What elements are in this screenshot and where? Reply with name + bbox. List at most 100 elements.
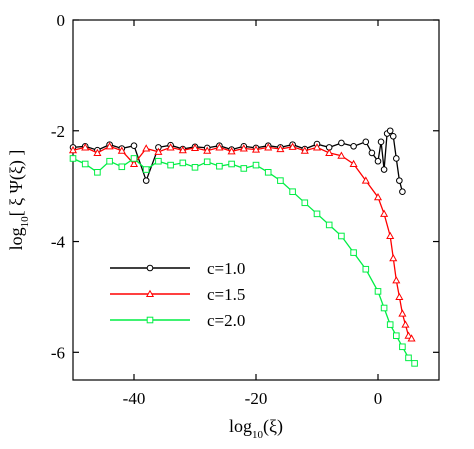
data-point	[404, 331, 413, 339]
data-point	[386, 127, 394, 135]
data-point	[216, 162, 223, 170]
legend-marker	[146, 316, 154, 324]
data-point	[142, 177, 150, 184]
y-tick-label: -4	[51, 233, 66, 252]
data-point	[312, 143, 322, 151]
data-point	[393, 155, 400, 162]
data-point	[377, 138, 385, 146]
legend-entry: c=1.5	[110, 285, 245, 304]
data-point	[130, 155, 138, 162]
data-point	[81, 160, 89, 168]
data-point	[386, 231, 395, 240]
data-point	[190, 143, 200, 151]
data-point	[407, 334, 416, 342]
legend-entry: c=1.0	[110, 259, 245, 278]
data-point	[386, 321, 394, 328]
data-point	[179, 159, 187, 167]
data-point	[361, 176, 370, 184]
data-point	[405, 354, 412, 362]
data-point	[362, 138, 370, 146]
data-point	[325, 221, 333, 229]
data-point	[325, 148, 334, 156]
data-point	[411, 360, 418, 367]
data-point	[380, 166, 388, 173]
data-point	[380, 209, 389, 217]
data-point	[69, 155, 77, 162]
data-point	[349, 159, 358, 168]
data-point	[337, 151, 346, 159]
data-point	[252, 161, 260, 169]
data-point	[300, 146, 309, 154]
legend-label: c=1.0	[207, 259, 245, 278]
data-point	[130, 142, 138, 150]
legend-entry: c=2.0	[110, 311, 245, 330]
plot-frame	[72, 19, 440, 381]
data-point	[362, 265, 370, 273]
legend-label: c=2.0	[207, 311, 245, 330]
data-point	[392, 276, 401, 284]
y-tick-label: -6	[51, 343, 65, 362]
data-point	[93, 148, 102, 156]
data-point	[227, 147, 236, 155]
x-tick-label: 0	[374, 389, 383, 408]
data-point	[154, 147, 163, 155]
legend-marker	[145, 289, 155, 298]
data-point	[106, 157, 113, 165]
data-point	[288, 142, 297, 150]
data-point	[338, 232, 345, 240]
data-point	[395, 292, 404, 300]
data-point	[373, 193, 383, 201]
data-point	[251, 145, 261, 153]
data-point	[368, 149, 376, 157]
series-line	[72, 145, 413, 339]
legend-label: c=1.5	[207, 285, 245, 304]
data-point	[389, 253, 398, 262]
data-point	[239, 144, 248, 152]
data-point	[399, 343, 406, 351]
data-point	[240, 165, 248, 172]
data-point	[105, 142, 114, 150]
series-c=1.0	[69, 127, 406, 195]
x-tick-label: -40	[123, 389, 146, 408]
data-point	[215, 143, 224, 151]
legend-marker	[146, 264, 154, 272]
data-point	[350, 142, 357, 150]
x-axis-label: log10(ξ)	[229, 416, 283, 441]
data-point	[228, 160, 235, 168]
data-point	[203, 146, 212, 154]
y-tick-label: 0	[57, 11, 66, 30]
data-point	[167, 161, 174, 169]
data-point	[374, 288, 382, 295]
data-point	[94, 169, 101, 176]
data-point	[68, 145, 78, 154]
data-layer	[68, 127, 418, 367]
data-point	[178, 145, 187, 154]
data-point	[81, 143, 90, 151]
data-point	[277, 177, 284, 184]
y-axis-label: log10[ ξ Ψ(ξ) ]	[6, 150, 31, 251]
data-point	[118, 163, 126, 171]
legend: c=1.0 c=1.5 c=2.0	[110, 259, 245, 330]
data-point	[276, 144, 285, 153]
data-point	[142, 166, 150, 173]
data-point	[142, 144, 151, 152]
data-point	[380, 304, 388, 312]
data-point	[398, 309, 407, 317]
data-point	[313, 210, 321, 218]
data-point	[301, 199, 309, 207]
data-point	[350, 249, 357, 256]
data-point	[338, 139, 345, 147]
series-c=2.0	[69, 155, 418, 367]
y-tick-label: -2	[51, 122, 65, 141]
data-point	[401, 320, 410, 328]
tick-layer: -40 -20 0 0 -2 -4 -6	[51, 11, 439, 408]
data-point	[393, 332, 400, 339]
data-point	[166, 143, 175, 151]
data-point	[203, 158, 211, 166]
series-c=1.5	[68, 142, 416, 342]
data-point	[117, 146, 126, 154]
data-point	[396, 177, 403, 184]
data-point	[374, 157, 382, 165]
